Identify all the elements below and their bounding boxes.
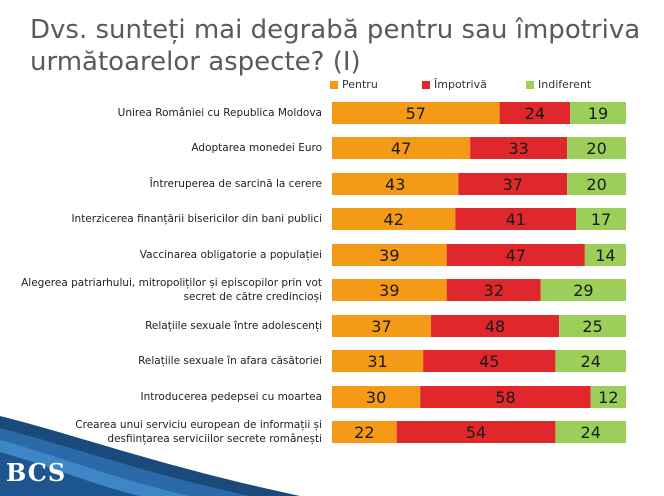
- bar-segment-pentru: [332, 315, 431, 337]
- data-label: 41: [506, 210, 526, 229]
- page-title: Dvs. sunteți mai degrabă pentru sau împo…: [30, 15, 641, 77]
- bar-segment-pentru: [332, 208, 456, 230]
- bar-segment-indiferent: [540, 279, 626, 301]
- bar-segment-pentru: [332, 279, 447, 301]
- bar-segment-mpotriv: [423, 350, 556, 372]
- category-label: Introducerea pedepsei cu moartea: [140, 391, 322, 403]
- data-label: 14: [595, 246, 615, 265]
- data-label: 32: [484, 281, 504, 300]
- bcs-logo: BCS: [6, 458, 67, 487]
- category-label: Crearea unui serviciu european de inform…: [75, 419, 322, 445]
- bar-segment-mpotriv: [430, 315, 560, 337]
- category-label: Alegerea patriarhului, mitropoliților și…: [21, 277, 322, 303]
- data-label: 39: [379, 246, 399, 265]
- data-label: 47: [391, 139, 411, 158]
- bar-segment-pentru: [332, 102, 500, 124]
- data-label: 43: [385, 175, 405, 194]
- bar-segment-mpotriv: [499, 102, 571, 124]
- data-label: 22: [354, 423, 374, 442]
- data-label: 37: [371, 317, 391, 336]
- data-label: 20: [586, 175, 606, 194]
- data-label: 29: [573, 281, 593, 300]
- legend-swatch: [422, 80, 430, 89]
- category-label: Întreruperea de sarcină la cerere: [149, 178, 322, 190]
- data-label: 24: [581, 352, 601, 371]
- data-label: 25: [582, 317, 602, 336]
- bar-segment-indiferent: [576, 208, 626, 230]
- bar-segment-mpotriv: [446, 279, 541, 301]
- bar-segment-pentru: [332, 244, 447, 266]
- bar-segment-indiferent: [567, 137, 626, 159]
- legend-item-1: Pentru: [330, 78, 378, 91]
- bar-segment-pentru: [332, 386, 421, 408]
- bar-segment-mpotriv: [396, 421, 556, 443]
- bar-segment-indiferent: [555, 350, 626, 372]
- data-label: 24: [525, 104, 545, 123]
- bar-segment-indiferent: [570, 102, 626, 124]
- legend-item-3: Indiferent: [526, 78, 591, 91]
- data-label: 33: [509, 139, 529, 158]
- category-label: Adoptarea monedei Euro: [191, 142, 322, 154]
- data-label: 47: [506, 246, 526, 265]
- logo-swoosh: [0, 416, 300, 496]
- category-label: Relațiile sexuale între adolescenți: [145, 320, 322, 332]
- legend-item-2: Împotrivă: [422, 78, 487, 91]
- data-label: 17: [591, 210, 611, 229]
- data-label: 20: [586, 139, 606, 158]
- bar-segment-pentru: [332, 173, 459, 195]
- category-label: Unirea României cu Republica Moldova: [117, 107, 322, 119]
- legend-label: Împotrivă: [434, 78, 487, 91]
- data-label: 45: [479, 352, 499, 371]
- bar-segment-pentru: [332, 350, 424, 372]
- data-label: 48: [485, 317, 505, 336]
- bar-segment-pentru: [332, 421, 397, 443]
- data-label: 12: [598, 388, 618, 407]
- bar-segment-mpotriv: [455, 208, 577, 230]
- data-label: 57: [406, 104, 426, 123]
- data-label: 42: [384, 210, 404, 229]
- legend-label: Indiferent: [538, 78, 592, 91]
- data-label: 30: [366, 388, 386, 407]
- data-label: 58: [495, 388, 515, 407]
- bar-segment-pentru: [332, 137, 471, 159]
- category-label: Interzicerea finanțării bisericilor din …: [71, 213, 322, 225]
- bar-segment-indiferent: [555, 421, 626, 443]
- bar-segment-indiferent: [590, 386, 626, 408]
- data-label: 31: [367, 352, 387, 371]
- bar-segment-indiferent: [559, 315, 626, 337]
- data-label: 39: [379, 281, 399, 300]
- bar-segment-mpotriv: [446, 244, 585, 266]
- data-label: 24: [581, 423, 601, 442]
- category-label: Vaccinarea obligatorie a populației: [139, 249, 322, 261]
- legend-label: Pentru: [342, 78, 378, 91]
- category-label: Relațiile sexuale în afara căsătoriei: [138, 355, 322, 367]
- bar-segment-indiferent: [567, 173, 626, 195]
- data-label: 19: [588, 104, 608, 123]
- legend-swatch: [330, 80, 338, 89]
- data-label: 37: [503, 175, 523, 194]
- bar-segment-mpotriv: [420, 386, 591, 408]
- data-label: 54: [466, 423, 486, 442]
- bar-segment-mpotriv: [458, 173, 568, 195]
- bar-segment-mpotriv: [470, 137, 568, 159]
- bar-segment-indiferent: [584, 244, 626, 266]
- legend-swatch: [526, 80, 534, 89]
